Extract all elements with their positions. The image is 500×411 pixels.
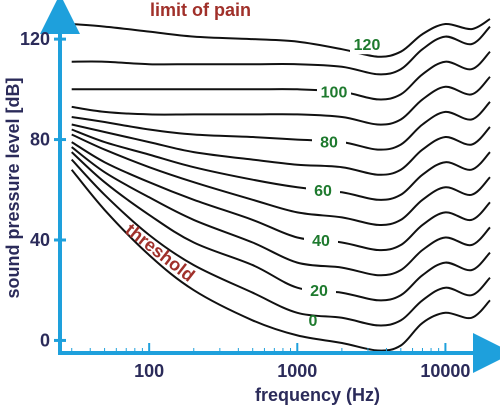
limit-of-pain-annotation: limit of pain bbox=[150, 0, 251, 20]
curve-40-phon bbox=[71, 141, 491, 252]
contour-label-bg-60 bbox=[306, 178, 340, 201]
curve-100-phon bbox=[71, 50, 491, 101]
contour-label-40: 40 bbox=[312, 233, 330, 250]
y-tick-label: 120 bbox=[20, 29, 50, 49]
curve-80-phon bbox=[71, 101, 491, 151]
contour-label-80: 80 bbox=[320, 134, 338, 151]
threshold-annotation: threshold bbox=[122, 219, 199, 285]
y-tick-label: 80 bbox=[30, 130, 50, 150]
curve-60-phon bbox=[71, 128, 491, 201]
curve-10-phon bbox=[70, 158, 491, 327]
x-tick-label: 100 bbox=[134, 361, 164, 381]
contour-label-20: 20 bbox=[310, 283, 328, 300]
curve-20-phon bbox=[71, 151, 491, 302]
x-tick-label: 10000 bbox=[420, 361, 470, 381]
contour-label-bg-120 bbox=[350, 32, 384, 55]
contour-label-bg-20 bbox=[302, 278, 336, 301]
x-tick-label: 1000 bbox=[277, 361, 317, 381]
curve-0-phon bbox=[70, 169, 491, 352]
contour-label-120: 120 bbox=[354, 37, 381, 54]
curve-30-phon bbox=[71, 146, 491, 277]
x-axis-label: frequency (Hz) bbox=[255, 385, 380, 405]
curves-layer bbox=[70, 18, 491, 352]
contour-label-bg-80 bbox=[312, 129, 346, 152]
curve-50-phon bbox=[71, 133, 491, 227]
axes-layer bbox=[40, 0, 500, 373]
contour-label-100: 100 bbox=[321, 84, 348, 101]
contour-label-0: 0 bbox=[309, 313, 318, 330]
contour-label-bg-40 bbox=[304, 228, 338, 251]
y-tick-label: 40 bbox=[30, 230, 50, 250]
y-axis-label: sound pressure level [dB] bbox=[3, 77, 23, 298]
curve-70-phon bbox=[71, 123, 491, 176]
curve-120-phon bbox=[71, 18, 491, 58]
contour-label-60: 60 bbox=[314, 183, 332, 200]
contour-label-bg-100 bbox=[317, 79, 351, 102]
curve-110-phon bbox=[71, 25, 491, 76]
y-tick-label: 0 bbox=[40, 330, 50, 350]
curve-90-phon bbox=[71, 76, 491, 126]
